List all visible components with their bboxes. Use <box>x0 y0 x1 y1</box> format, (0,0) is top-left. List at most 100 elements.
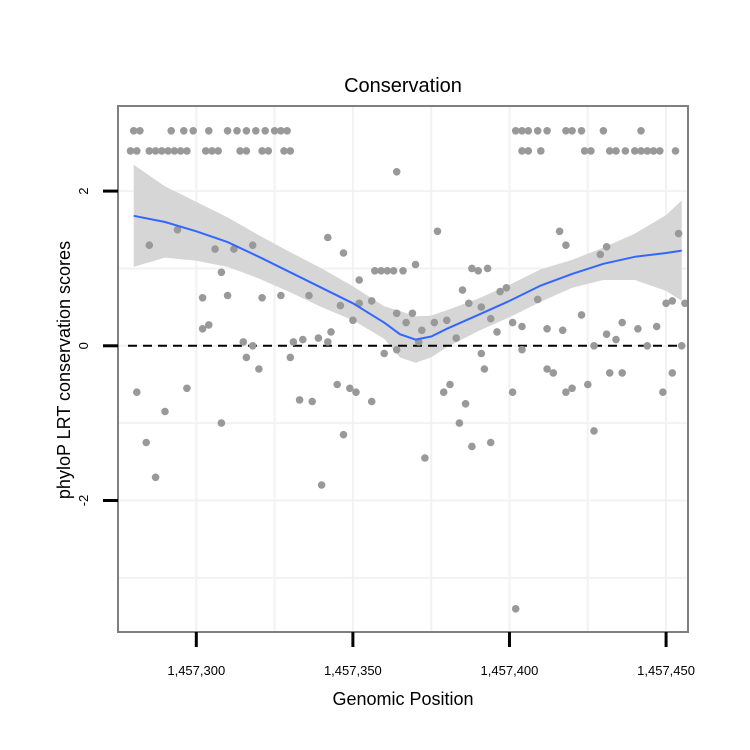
data-point <box>461 400 470 408</box>
data-point <box>205 321 213 329</box>
data-point <box>533 127 542 135</box>
data-point <box>537 147 545 155</box>
data-point <box>145 241 154 249</box>
data-point <box>668 369 677 377</box>
data-point <box>590 342 598 350</box>
data-point <box>248 241 257 249</box>
data-point <box>205 127 213 135</box>
data-point <box>643 342 652 350</box>
data-point <box>389 267 398 275</box>
data-point <box>352 388 360 397</box>
data-point <box>433 227 442 236</box>
data-point <box>239 338 248 346</box>
data-point <box>264 147 273 155</box>
data-point <box>455 419 464 427</box>
data-point <box>652 322 661 331</box>
data-point <box>584 380 592 389</box>
data-point <box>468 442 476 451</box>
data-point <box>659 388 667 397</box>
data-point <box>314 334 323 342</box>
data-point <box>208 147 216 155</box>
data-point <box>480 365 489 373</box>
data-point <box>333 380 342 389</box>
data-point <box>577 127 586 135</box>
data-point <box>511 127 520 135</box>
data-point <box>612 147 620 155</box>
data-point <box>430 318 439 327</box>
data-point <box>618 369 626 377</box>
data-point <box>167 127 175 135</box>
data-point <box>533 295 542 304</box>
data-point <box>349 316 357 325</box>
data-point <box>511 605 520 613</box>
data-point <box>649 147 658 155</box>
data-point <box>223 127 232 135</box>
data-point <box>198 325 207 333</box>
data-point <box>562 127 570 135</box>
data-point <box>674 229 683 238</box>
data-point <box>233 127 241 135</box>
data-point <box>151 473 160 482</box>
data-point <box>543 325 551 333</box>
data-point <box>258 147 266 155</box>
data-point <box>339 249 348 257</box>
data-point <box>305 291 313 300</box>
data-point <box>242 147 251 155</box>
data-point <box>324 338 332 346</box>
data-point <box>518 322 526 331</box>
data-point <box>483 264 492 273</box>
data-point <box>465 299 473 308</box>
data-point <box>183 384 191 393</box>
data-point <box>189 127 197 135</box>
data-point <box>277 127 285 135</box>
data-point <box>126 147 135 155</box>
data-point <box>518 127 526 135</box>
x-tick-label: 1,457,400 <box>481 663 539 678</box>
data-point <box>605 369 614 377</box>
data-point <box>418 326 426 335</box>
data-point <box>242 127 251 135</box>
data-point <box>637 147 645 155</box>
data-point <box>643 147 652 155</box>
data-point <box>383 267 392 275</box>
data-point <box>439 388 448 397</box>
x-tick-label: 1,457,450 <box>637 663 695 678</box>
y-axis-label: phyloP LRT conservation scores <box>54 241 74 499</box>
data-point <box>173 226 182 234</box>
data-point <box>408 309 417 318</box>
data-point <box>634 325 642 333</box>
data-point <box>392 345 401 354</box>
data-point <box>129 127 138 135</box>
data-point <box>656 147 664 155</box>
data-point <box>248 342 257 350</box>
data-point <box>508 388 517 397</box>
data-point <box>662 299 670 308</box>
data-point <box>477 303 486 311</box>
smooth-trend-line <box>133 214 682 341</box>
data-point <box>299 335 307 344</box>
data-point <box>508 318 517 327</box>
data-point <box>151 147 160 155</box>
data-point <box>355 276 364 284</box>
data-point <box>587 147 595 155</box>
data-point <box>136 127 144 135</box>
data-point <box>377 267 385 275</box>
data-point <box>596 250 605 259</box>
data-point <box>543 365 551 373</box>
data-point <box>236 147 244 155</box>
data-point <box>452 334 461 342</box>
data-point <box>543 127 551 135</box>
chart-title: Conservation <box>344 75 462 97</box>
y-axis: -2 0 2 <box>76 187 118 506</box>
data-points <box>126 127 689 613</box>
data-point <box>164 147 172 155</box>
data-point <box>668 297 677 305</box>
data-point <box>677 342 686 350</box>
data-point <box>317 481 326 489</box>
data-point <box>161 407 169 416</box>
data-point <box>621 147 630 155</box>
data-point <box>402 318 410 327</box>
data-point <box>496 287 504 296</box>
data-point <box>258 294 266 302</box>
